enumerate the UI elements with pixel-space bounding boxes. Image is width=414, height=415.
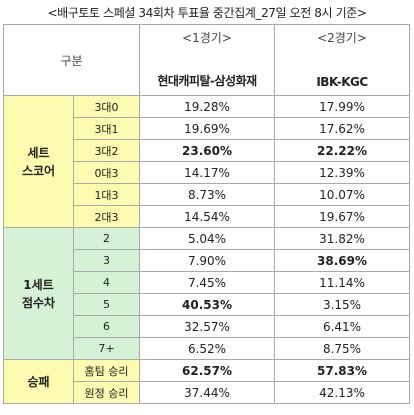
match1-value: 14.54%	[139, 205, 275, 228]
match2-value: 57.83%	[274, 359, 410, 382]
match2-value: 3.15%	[274, 293, 410, 316]
row-label: 4	[73, 271, 140, 294]
header-label: 구분	[3, 24, 140, 96]
match2-value: 6.41%	[274, 315, 410, 338]
match2-value: 17.62%	[274, 117, 410, 140]
match1-value: 6.52%	[139, 337, 275, 360]
table-row: 7+ 6.52% 8.75%	[4, 337, 410, 360]
match2-value: 19.67%	[274, 205, 410, 228]
group-label-point-diff: 1세트 점수차	[3, 227, 74, 360]
match1-value: 23.60%	[139, 139, 275, 162]
match1-header: <1경기> 현대캐피탈-삼성화재	[139, 24, 275, 96]
match1-value: 37.44%	[139, 381, 275, 404]
row-label: 2대3	[73, 205, 140, 228]
match1-value: 19.69%	[139, 117, 275, 140]
match1-order: <1경기>	[182, 31, 232, 45]
row-label: 3대1	[73, 117, 140, 140]
table-row: 원정 승리 37.44% 42.13%	[4, 381, 410, 404]
row-label: 6	[73, 315, 140, 338]
match2-value: 12.39%	[274, 161, 410, 184]
match2-value: 31.82%	[274, 227, 410, 250]
match2-value: 22.22%	[274, 139, 410, 162]
row-label: 원정 승리	[73, 381, 140, 404]
match1-value: 32.57%	[139, 315, 275, 338]
row-label: 홈팀 승리	[73, 359, 140, 382]
row-label: 0대3	[73, 161, 140, 184]
match1-value: 7.90%	[139, 249, 275, 272]
match2-value: 17.99%	[274, 95, 410, 118]
match2-value: 11.14%	[274, 271, 410, 294]
match2-order: <2경기>	[317, 31, 367, 45]
group-label-set-score: 세트 스코어	[3, 95, 74, 228]
table-row: 3대1 19.69% 17.62%	[4, 117, 410, 140]
match2-header: <2경기> IBK-KGC	[274, 24, 410, 96]
row-label: 7+	[73, 337, 140, 360]
table-row: 0대3 14.17% 12.39%	[4, 161, 410, 184]
row-label: 5	[73, 293, 140, 316]
vote-rate-table: 구분 <1경기> 현대캐피탈-삼성화재 <2경기> IBK-KGC 세트 스코어…	[3, 24, 410, 404]
table-row: 5 40.53% 3.15%	[4, 293, 410, 316]
page-title: <배구토토 스페셜 34회차 투표율 중간집계_27일 오전 8시 기준>	[47, 6, 367, 20]
group-label-win-loss: 승패	[3, 359, 74, 404]
row-label: 1대3	[73, 183, 140, 206]
match2-value: 10.07%	[274, 183, 410, 206]
table-row: 6 32.57% 6.41%	[4, 315, 410, 338]
row-label: 3대0	[73, 95, 140, 118]
match1-value: 8.73%	[139, 183, 275, 206]
match1-value: 14.17%	[139, 161, 275, 184]
header-row: 구분 <1경기> 현대캐피탈-삼성화재 <2경기> IBK-KGC	[3, 24, 410, 96]
table-row: 1대3 8.73% 10.07%	[4, 183, 410, 206]
match1-value: 19.28%	[139, 95, 275, 118]
match2-teams: IBK-KGC	[316, 75, 368, 89]
row-label: 3대2	[73, 139, 140, 162]
match2-value: 38.69%	[274, 249, 410, 272]
row-label: 3	[73, 249, 140, 272]
match2-value: 42.13%	[274, 381, 410, 404]
match1-value: 40.53%	[139, 293, 275, 316]
match1-teams: 현대캐피탈-삼성화재	[157, 74, 257, 88]
match1-value: 7.45%	[139, 271, 275, 294]
match1-value: 5.04%	[139, 227, 275, 250]
table-row: 세트 스코어 3대0 19.28% 17.99%	[3, 95, 410, 228]
table-row: 1세트 점수차 2 5.04% 31.82%	[3, 227, 410, 360]
match2-value: 8.75%	[274, 337, 410, 360]
table-row: 승패 홈팀 승리 62.57% 57.83%	[3, 359, 410, 404]
match1-value: 62.57%	[139, 359, 275, 382]
row-label: 2	[73, 227, 140, 250]
